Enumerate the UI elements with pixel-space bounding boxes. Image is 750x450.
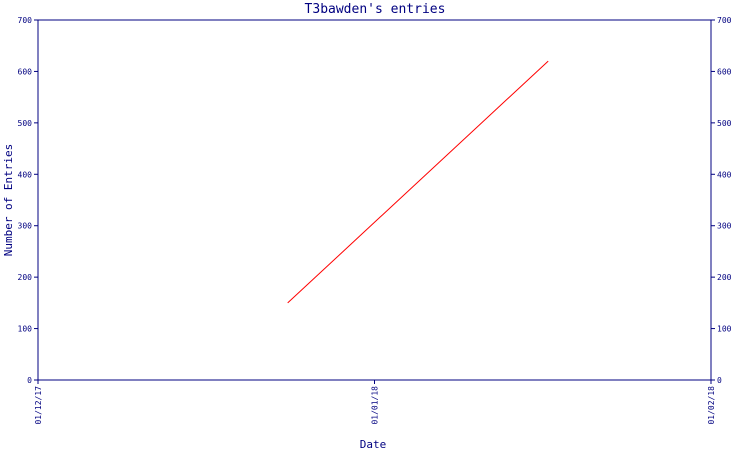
y-tick-label-left: 400 (18, 170, 33, 179)
x-tick-label: 01/12/17 (34, 386, 43, 425)
y-tick-label-left: 200 (18, 273, 33, 282)
y-axis-left: 0 100 200 300 400 500 600 700 (18, 16, 38, 385)
y-tick-label-right: 200 (717, 273, 732, 282)
y-axis-label: Number of Entries (2, 144, 15, 257)
chart-title: T3bawden's entries (305, 2, 446, 17)
x-axis: 01/12/17 01/01/18 01/02/18 (34, 380, 716, 425)
y-tick-label-left: 600 (18, 67, 33, 76)
y-tick-label-right: 300 (717, 222, 732, 231)
series-layer (287, 60, 549, 304)
y-tick-label-left: 500 (18, 119, 33, 128)
y-tick-label-left: 100 (18, 325, 33, 334)
y-axis-right: 0 100 200 300 400 500 600 700 (711, 16, 732, 385)
x-tick-label: 01/02/18 (707, 386, 716, 425)
y-tick-label-left: 300 (18, 222, 33, 231)
y-tick-label-left: 0 (27, 376, 32, 385)
y-tick-label-right: 600 (717, 67, 732, 76)
y-tick-label-right: 400 (717, 170, 732, 179)
y-tick-label-right: 100 (717, 325, 732, 334)
y-tick-label-left: 700 (18, 16, 33, 25)
x-tick-label: 01/01/18 (371, 386, 380, 425)
y-tick-label-right: 500 (717, 119, 732, 128)
plot-frame (37, 19, 712, 381)
x-axis-label: Date (360, 438, 387, 450)
y-tick-label-right: 700 (717, 16, 732, 25)
y-tick-label-right: 0 (717, 376, 722, 385)
series-line (287, 60, 549, 304)
